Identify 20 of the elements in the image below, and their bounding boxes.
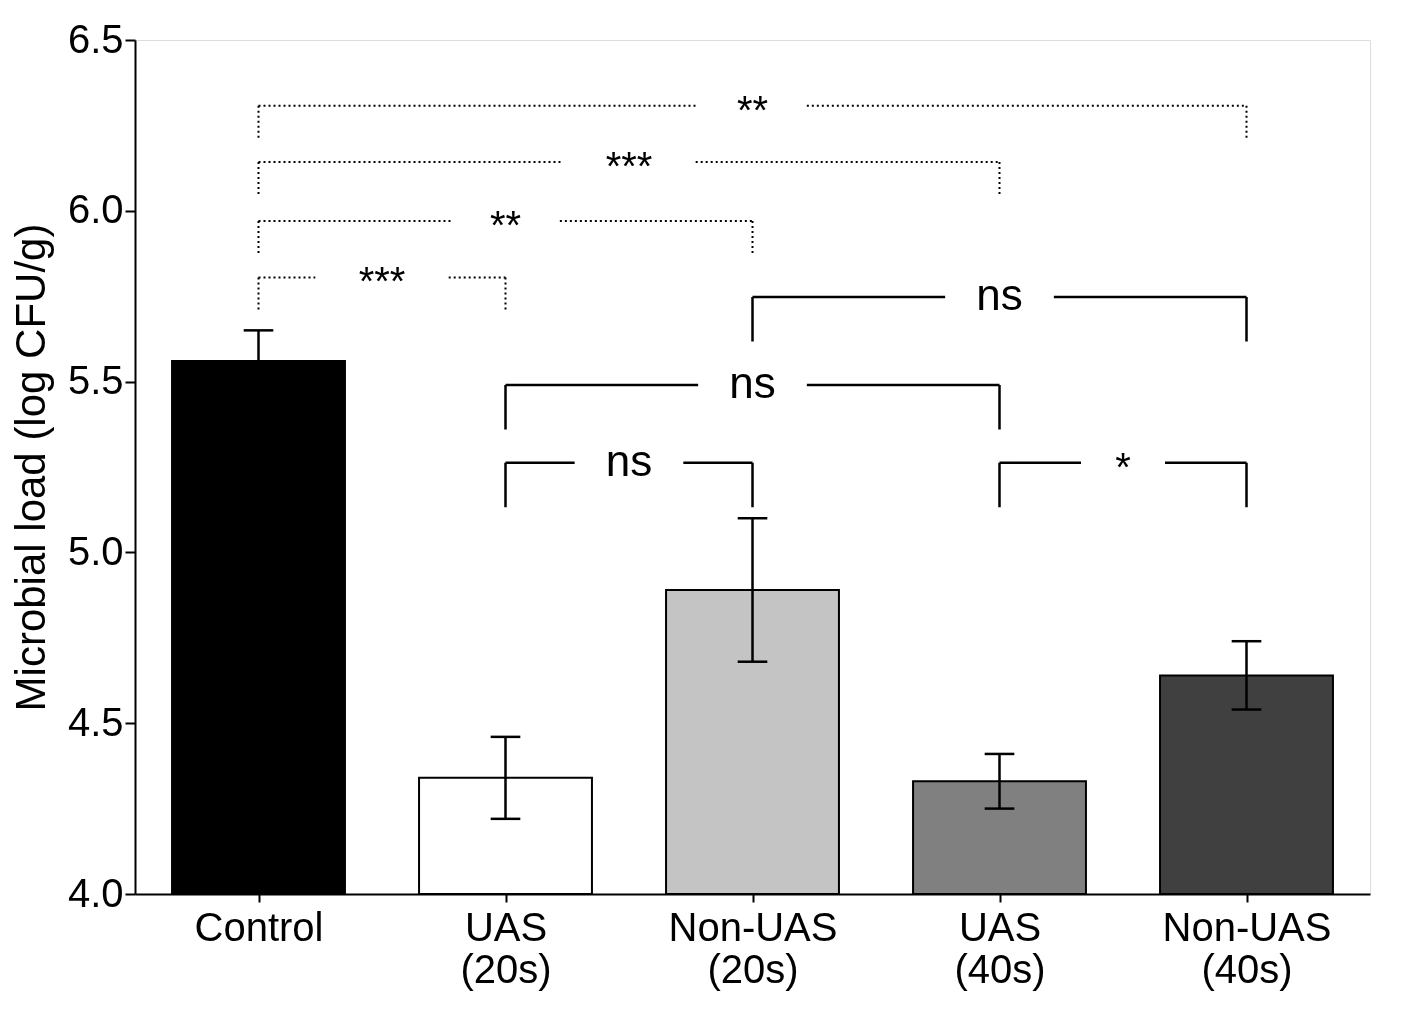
y-tick-label: 6.5 [67, 16, 124, 61]
annotation: ns [605, 435, 653, 485]
y-tick-label: 6.0 [67, 187, 124, 232]
annotation: * [1115, 444, 1131, 489]
annotation: ** [736, 87, 769, 132]
x-tick-label: UAS (40s) [954, 904, 1046, 991]
y-tick-label: 4.5 [67, 699, 124, 744]
annotation: ** [489, 203, 522, 248]
y-tick-label: 5.5 [67, 358, 124, 403]
annotation: ns [729, 358, 776, 408]
annotation: *** [358, 259, 406, 304]
annotation: ns [976, 270, 1023, 320]
x-tick-label: Control [194, 904, 324, 949]
y-tick-label: 4.0 [67, 870, 124, 915]
annotation: *** [605, 144, 653, 189]
x-tick-label: UAS (20s) [460, 904, 552, 991]
x-tick-label: Non-UAS (20s) [668, 904, 838, 991]
y-axis-title: Microbial load (log CFU/g) [6, 223, 54, 712]
x-tick-label: Non-UAS (40s) [1162, 904, 1332, 991]
y-tick-label: 5.0 [67, 528, 124, 573]
